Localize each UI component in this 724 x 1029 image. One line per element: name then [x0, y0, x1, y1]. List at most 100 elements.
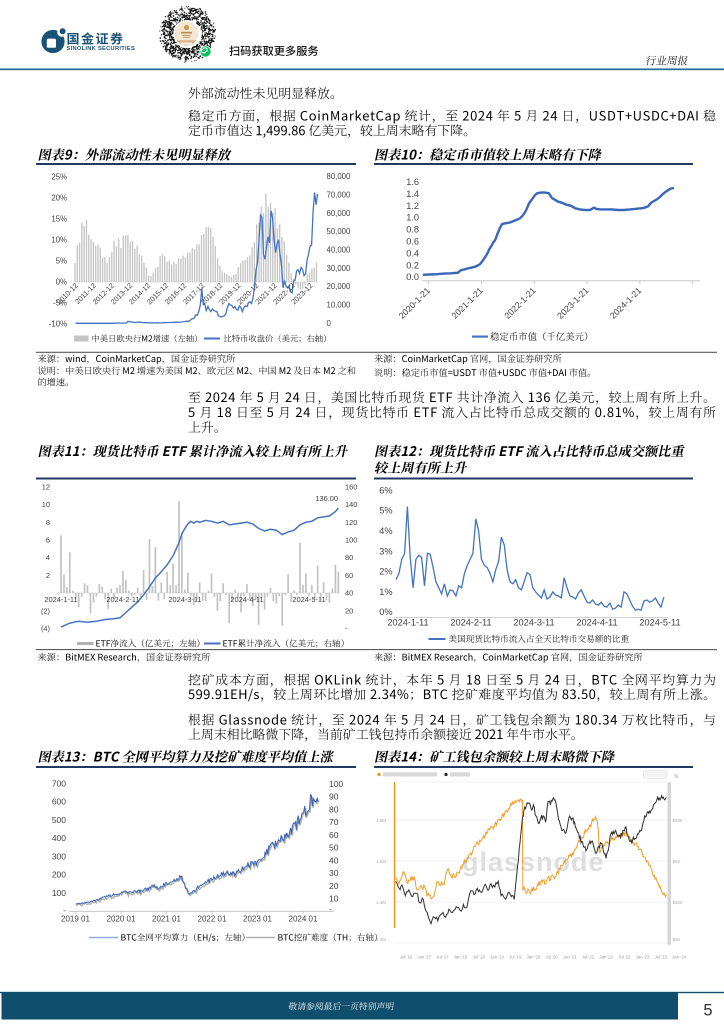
svg-text:Jan '22: Jan '22	[599, 955, 613, 960]
svg-text:80: 80	[329, 805, 339, 815]
svg-text:700: 700	[52, 778, 66, 788]
svg-text:6: 6	[46, 536, 50, 545]
svg-text:30,000: 30,000	[327, 264, 352, 273]
svg-text:$5K: $5K	[673, 859, 681, 864]
svg-text:200: 200	[52, 870, 66, 880]
svg-text:Jul '21: Jul '21	[582, 955, 595, 960]
svg-text:20: 20	[329, 881, 339, 891]
svg-text:1.4M: 1.4M	[376, 900, 386, 905]
svg-text:40: 40	[345, 589, 353, 598]
svg-text:0%: 0%	[56, 278, 67, 287]
svg-text:0: 0	[327, 319, 332, 328]
svg-text:Jan '21: Jan '21	[563, 955, 577, 960]
svg-text:Jul '16: Jul '16	[400, 955, 413, 960]
svg-text:Jan '20: Jan '20	[527, 955, 541, 960]
svg-text:Jan '18: Jan '18	[454, 955, 468, 960]
svg-text:0.2: 0.2	[406, 260, 419, 270]
svg-text:400: 400	[52, 833, 66, 843]
svg-text:90: 90	[329, 792, 339, 802]
svg-text:-10%: -10%	[49, 320, 67, 329]
svg-text:-: -	[63, 905, 66, 915]
svg-text:15%: 15%	[51, 215, 67, 224]
svg-text:Jan '24: Jan '24	[672, 955, 686, 960]
svg-text:5%: 5%	[379, 506, 392, 516]
svg-text:1.6: 1.6	[406, 177, 419, 187]
svg-text:10,000: 10,000	[327, 301, 352, 310]
svg-text:136.00: 136.00	[315, 494, 338, 503]
svg-text:2022 01: 2022 01	[198, 915, 227, 924]
svg-text:100: 100	[329, 779, 343, 789]
svg-text:Jul '19: Jul '19	[509, 955, 522, 960]
svg-text:120: 120	[345, 518, 357, 527]
svg-text:0%: 0%	[379, 607, 392, 617]
svg-text:2: 2	[46, 571, 50, 580]
svg-text:80: 80	[345, 553, 353, 562]
svg-text:30: 30	[329, 868, 339, 878]
svg-text:160: 160	[345, 482, 357, 491]
svg-text:2024-1-11: 2024-1-11	[387, 618, 428, 628]
svg-text:-: -	[345, 624, 348, 633]
svg-text:40: 40	[329, 855, 339, 865]
svg-text:2023 01: 2023 01	[243, 915, 272, 924]
svg-text:2021 01: 2021 01	[152, 915, 181, 924]
svg-text:$50: $50	[673, 937, 681, 942]
svg-text:0.8: 0.8	[406, 225, 419, 235]
svg-text:1%: 1%	[379, 587, 392, 597]
svg-text:1.6M: 1.6M	[376, 859, 386, 864]
svg-text:20: 20	[345, 606, 353, 615]
svg-text:10: 10	[329, 894, 339, 904]
svg-text:Jan '17: Jan '17	[417, 955, 431, 960]
svg-text:2024-5-11: 2024-5-11	[292, 595, 325, 604]
svg-text:2023-1-21: 2023-1-21	[555, 285, 591, 321]
svg-text:4: 4	[46, 553, 50, 562]
svg-text:Jul '17: Jul '17	[436, 955, 449, 960]
svg-text:glassnode: glassnode	[462, 847, 605, 877]
svg-text:2024-1-21: 2024-1-21	[608, 285, 644, 321]
svg-text:2024-4-11: 2024-4-11	[576, 618, 617, 628]
svg-text:-: -	[329, 904, 332, 914]
svg-text:10: 10	[42, 500, 50, 509]
svg-text:100: 100	[52, 888, 66, 898]
svg-text:20,000: 20,000	[327, 282, 352, 291]
svg-text:Jan '19: Jan '19	[490, 955, 504, 960]
svg-text:(2): (2)	[41, 606, 50, 615]
svg-text:25%: 25%	[51, 173, 67, 182]
svg-text:1.4: 1.4	[406, 189, 419, 199]
svg-text:100: 100	[345, 536, 357, 545]
svg-text:2019 01: 2019 01	[61, 915, 90, 924]
svg-text:2024-1-11: 2024-1-11	[44, 595, 77, 604]
svg-text:2024-5-11: 2024-5-11	[639, 618, 680, 628]
svg-text:Jan '23: Jan '23	[636, 955, 650, 960]
svg-text:2%: 2%	[379, 567, 392, 577]
svg-text:50,000: 50,000	[327, 227, 352, 236]
svg-text:300: 300	[52, 851, 66, 861]
svg-text:70: 70	[329, 817, 339, 827]
svg-text:6%: 6%	[379, 485, 392, 495]
svg-text:2024-4-11: 2024-4-11	[230, 595, 263, 604]
svg-text:$500: $500	[673, 900, 684, 905]
svg-text:2024 01: 2024 01	[289, 915, 318, 924]
svg-text:2024-3-11: 2024-3-11	[513, 618, 554, 628]
svg-text:-5%: -5%	[53, 299, 67, 308]
svg-text:2022-1-21: 2022-1-21	[502, 285, 538, 321]
svg-text:40,000: 40,000	[327, 246, 352, 255]
svg-text:60: 60	[345, 571, 353, 580]
svg-text:2021-1-21: 2021-1-21	[449, 285, 485, 321]
svg-text:10%: 10%	[51, 236, 67, 245]
svg-text:$50K: $50K	[673, 818, 684, 823]
svg-text:2020 01: 2020 01	[107, 915, 136, 924]
svg-text:70,000: 70,000	[327, 190, 352, 199]
svg-text:500: 500	[52, 815, 66, 825]
svg-text:0.4: 0.4	[406, 248, 419, 258]
svg-text:Jul '20: Jul '20	[545, 955, 558, 960]
svg-text:Jul '18: Jul '18	[473, 955, 486, 960]
svg-text:80,000: 80,000	[327, 172, 352, 181]
svg-text:0.6: 0.6	[406, 237, 419, 247]
svg-text:60: 60	[329, 830, 339, 840]
svg-text:Jul '23: Jul '23	[655, 955, 668, 960]
svg-text:2024-2-11: 2024-2-11	[450, 618, 491, 628]
svg-text:5%: 5%	[56, 257, 67, 266]
svg-text:1.2M: 1.2M	[376, 937, 386, 942]
svg-text:0.0: 0.0	[406, 272, 419, 282]
svg-text:(4): (4)	[41, 624, 50, 633]
